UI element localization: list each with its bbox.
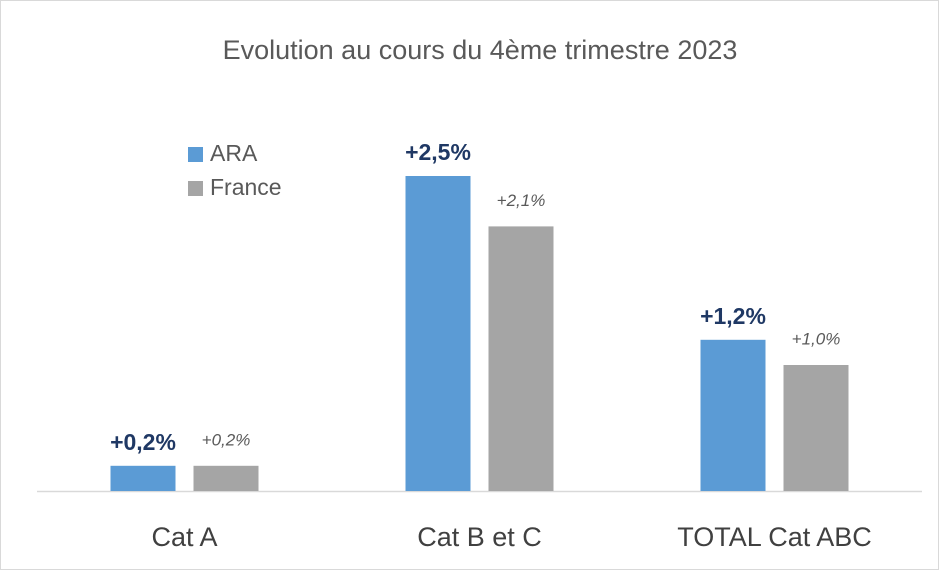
data-label: +0,2% bbox=[202, 430, 251, 449]
legend-swatch bbox=[188, 181, 203, 196]
bar bbox=[405, 176, 471, 491]
bar bbox=[193, 465, 259, 491]
bar bbox=[488, 226, 554, 491]
x-tick-label: TOTAL Cat ABC bbox=[677, 522, 872, 552]
data-label: +0,2% bbox=[110, 429, 176, 455]
data-label: +2,5% bbox=[405, 139, 471, 165]
x-tick-label: Cat B et C bbox=[417, 522, 542, 552]
data-label: +2,1% bbox=[497, 191, 546, 210]
chart-title: Evolution au cours du 4ème trimestre 202… bbox=[223, 35, 738, 65]
legend-swatch bbox=[188, 147, 203, 162]
bar bbox=[783, 365, 849, 491]
data-label: +1,0% bbox=[792, 329, 841, 348]
legend-label: ARA bbox=[210, 140, 258, 166]
legend-label: France bbox=[210, 174, 282, 200]
bar bbox=[700, 339, 766, 491]
x-tick-label: Cat A bbox=[151, 522, 217, 552]
data-label: +1,2% bbox=[700, 303, 766, 329]
bar bbox=[110, 465, 176, 491]
